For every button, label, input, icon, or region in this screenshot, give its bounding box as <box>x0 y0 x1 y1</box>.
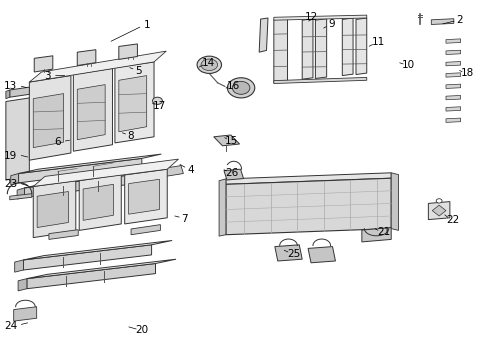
Polygon shape <box>445 39 460 43</box>
Polygon shape <box>6 98 29 180</box>
Polygon shape <box>10 194 32 200</box>
Polygon shape <box>33 94 63 148</box>
Circle shape <box>232 81 249 94</box>
Polygon shape <box>115 62 154 143</box>
Polygon shape <box>390 173 398 230</box>
Text: 18: 18 <box>460 68 473 78</box>
Polygon shape <box>10 87 29 97</box>
Polygon shape <box>259 18 267 52</box>
Polygon shape <box>24 173 147 197</box>
Polygon shape <box>273 15 366 20</box>
Polygon shape <box>224 169 243 180</box>
Circle shape <box>435 199 441 203</box>
Polygon shape <box>73 68 112 151</box>
Polygon shape <box>361 228 390 242</box>
Polygon shape <box>445 73 460 77</box>
Polygon shape <box>213 135 239 146</box>
Polygon shape <box>128 179 159 214</box>
Polygon shape <box>83 184 113 220</box>
Polygon shape <box>19 158 142 183</box>
Ellipse shape <box>201 59 217 71</box>
Text: 17: 17 <box>152 101 166 111</box>
Text: 7: 7 <box>181 213 188 224</box>
Text: 26: 26 <box>224 168 238 178</box>
Polygon shape <box>23 240 172 260</box>
Polygon shape <box>302 19 312 79</box>
Polygon shape <box>34 56 53 72</box>
Text: 13: 13 <box>4 81 18 91</box>
Polygon shape <box>19 154 161 174</box>
Polygon shape <box>445 50 460 54</box>
Polygon shape <box>131 225 160 235</box>
Text: 8: 8 <box>127 131 134 141</box>
Polygon shape <box>24 168 167 188</box>
Text: 11: 11 <box>370 37 384 48</box>
Polygon shape <box>124 169 167 224</box>
Polygon shape <box>163 166 183 176</box>
Text: 20: 20 <box>135 325 148 336</box>
Polygon shape <box>427 202 449 220</box>
Polygon shape <box>445 62 460 66</box>
Text: 1: 1 <box>143 20 150 30</box>
Polygon shape <box>355 18 366 75</box>
Polygon shape <box>29 51 166 82</box>
Polygon shape <box>225 178 390 235</box>
Polygon shape <box>23 245 151 270</box>
Text: 5: 5 <box>135 66 142 76</box>
Polygon shape <box>445 107 460 111</box>
Polygon shape <box>11 174 19 185</box>
Text: 9: 9 <box>327 19 334 30</box>
Circle shape <box>227 78 254 98</box>
Polygon shape <box>119 44 137 59</box>
Text: 24: 24 <box>4 321 18 331</box>
Polygon shape <box>49 230 78 239</box>
Polygon shape <box>33 159 178 186</box>
Text: 3: 3 <box>44 71 51 81</box>
Text: 12: 12 <box>304 12 318 22</box>
Polygon shape <box>342 18 352 76</box>
Polygon shape <box>27 259 176 279</box>
Text: 23: 23 <box>4 179 18 189</box>
Polygon shape <box>29 76 71 160</box>
Text: 14: 14 <box>201 58 215 68</box>
Polygon shape <box>445 95 460 100</box>
Polygon shape <box>37 192 68 228</box>
Text: 6: 6 <box>54 137 61 147</box>
Polygon shape <box>430 19 453 24</box>
Polygon shape <box>273 18 287 83</box>
Polygon shape <box>274 245 302 261</box>
Polygon shape <box>225 173 390 184</box>
Polygon shape <box>219 179 225 236</box>
Polygon shape <box>33 181 76 238</box>
Polygon shape <box>14 307 37 321</box>
Polygon shape <box>79 175 121 230</box>
Polygon shape <box>15 260 23 272</box>
Text: 2: 2 <box>455 15 462 25</box>
Polygon shape <box>27 264 155 289</box>
Polygon shape <box>431 205 445 216</box>
Polygon shape <box>77 50 96 66</box>
Text: 4: 4 <box>187 165 194 175</box>
Text: 22: 22 <box>445 215 459 225</box>
Polygon shape <box>307 247 335 263</box>
Text: 21: 21 <box>376 227 389 237</box>
Text: 16: 16 <box>226 81 240 91</box>
Text: 19: 19 <box>4 150 18 161</box>
Polygon shape <box>6 90 10 99</box>
Text: 15: 15 <box>224 136 238 146</box>
Polygon shape <box>17 188 24 199</box>
Polygon shape <box>77 85 105 140</box>
Polygon shape <box>119 76 146 132</box>
Text: 25: 25 <box>286 249 300 259</box>
Polygon shape <box>445 118 460 122</box>
Ellipse shape <box>197 56 221 73</box>
Polygon shape <box>18 279 27 291</box>
Polygon shape <box>445 84 460 89</box>
Circle shape <box>152 97 162 104</box>
Polygon shape <box>315 19 326 78</box>
Polygon shape <box>273 77 366 84</box>
Text: 10: 10 <box>402 60 414 70</box>
